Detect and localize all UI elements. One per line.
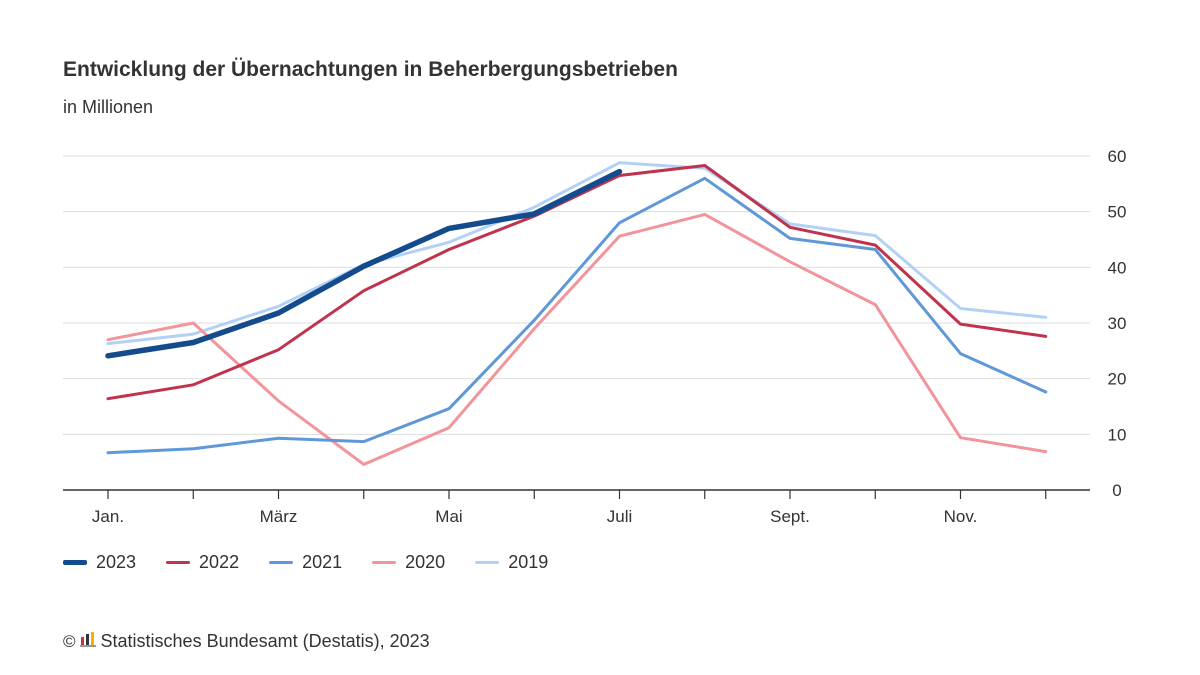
x-tick-label: Mai	[435, 507, 462, 526]
legend-item-2021: 2021	[269, 552, 342, 573]
legend-label: 2022	[199, 552, 240, 572]
chart-title: Entwicklung der Übernachtungen in Beherb…	[63, 58, 678, 81]
gridlines	[63, 155, 1090, 435]
legend-swatch	[166, 561, 191, 564]
y-tick-label: 10	[1108, 425, 1127, 444]
legend-label: 2023	[96, 552, 137, 572]
series-line-2019	[106, 161, 1048, 346]
legend-swatch	[475, 561, 500, 564]
legend-swatch	[63, 560, 87, 565]
legend-item-2022: 2022	[166, 552, 239, 573]
series-lines	[105, 161, 1048, 466]
y-tick-label: 40	[1108, 258, 1127, 277]
y-tick-label: 60	[1108, 147, 1127, 166]
x-tick-label: Juli	[607, 507, 633, 526]
source-text: Statistisches Bundesamt (Destatis), 2023	[100, 631, 430, 651]
x-tick-label: Sept.	[770, 507, 810, 526]
source-footer: © Statistisches Bundesamt (Destatis), 20…	[63, 631, 430, 652]
legend-item-2019: 2019	[475, 552, 548, 573]
x-tick-label: Jan.	[92, 507, 124, 526]
chart-subtitle: in Millionen	[63, 97, 154, 117]
legend-label: 2020	[405, 552, 446, 572]
series-line-2023	[105, 168, 623, 359]
copyright-icon: ©	[63, 631, 76, 651]
x-tick-label: Nov.	[944, 507, 978, 526]
x-tick-label: März	[260, 507, 298, 526]
legend-label: 2021	[302, 552, 343, 572]
series-line-2020	[106, 212, 1048, 466]
axes: 0 10 20 30 40 50 60 Jan. März Mai Juli Sept. Nov.	[63, 147, 1126, 526]
legend-swatch	[372, 561, 397, 564]
y-tick-label: 30	[1108, 314, 1127, 333]
series-line-2021	[106, 176, 1048, 455]
y-tick-label: 0	[1112, 481, 1121, 500]
legend-item-2020: 2020	[372, 552, 445, 573]
y-tick-label: 50	[1108, 203, 1127, 222]
chart-legend: 2023 2022 2021 2020 2019	[63, 552, 578, 573]
y-tick-label: 20	[1108, 370, 1127, 389]
legend-label: 2019	[508, 552, 549, 572]
destatis-logo-icon	[79, 631, 96, 652]
legend-item-2023: 2023	[63, 552, 136, 573]
legend-swatch	[269, 561, 294, 564]
